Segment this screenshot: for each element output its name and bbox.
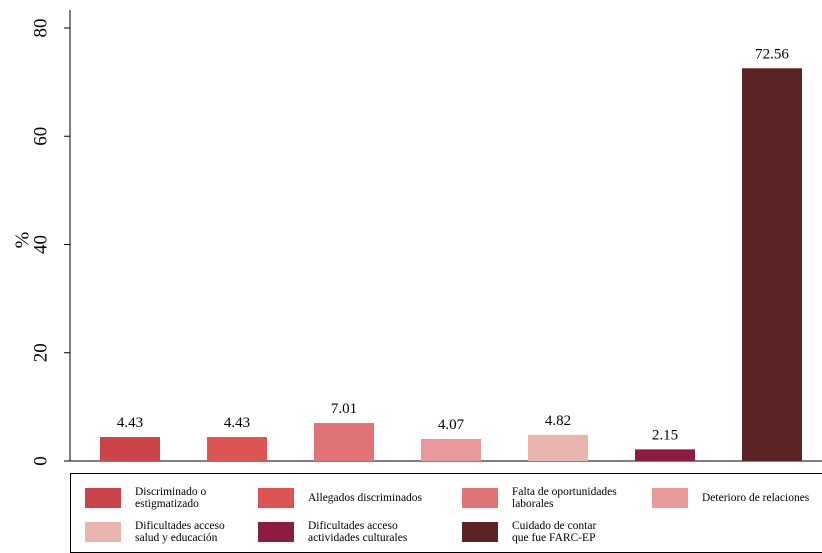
legend-swatch xyxy=(462,522,498,542)
value-label: 4.43 xyxy=(117,415,143,431)
bar xyxy=(100,437,160,461)
legend-label: Cuidado de contar que fue FARC-EP xyxy=(512,520,597,544)
y-axis-label: % xyxy=(12,232,34,249)
legend-swatch xyxy=(85,488,121,508)
y-tick-label: 80 xyxy=(30,19,51,38)
bar xyxy=(742,68,802,462)
bar xyxy=(528,434,588,461)
bar xyxy=(635,449,695,461)
legend-label: Dificultades acceso actividades cultural… xyxy=(308,520,408,544)
legend-swatch xyxy=(258,522,294,542)
legend-swatch xyxy=(652,488,688,508)
chart: % 0 20 40 60 80 4.43 4.43 7.01 4.07 4.82 2.15 72.56 xyxy=(12,10,822,466)
value-label: 4.43 xyxy=(224,415,250,431)
legend-swatch xyxy=(85,522,121,542)
value-label: 4.82 xyxy=(545,413,571,429)
y-tick-label: 60 xyxy=(30,127,51,146)
legend-label: Allegados discriminados xyxy=(308,492,423,504)
legend-label: Deterioro de relaciones xyxy=(702,492,810,504)
legend-label: Falta de oportunidades laborales xyxy=(512,486,617,510)
bar xyxy=(421,438,481,461)
legend-swatch xyxy=(462,488,498,508)
value-label: 4.07 xyxy=(438,417,465,433)
legend-label: Dificultades acceso salud y educación xyxy=(135,520,225,544)
y-tick-label: 40 xyxy=(30,235,51,254)
bar xyxy=(207,437,267,461)
value-label: 2.15 xyxy=(652,427,678,443)
legend-label: Discriminado o estigmatizado xyxy=(135,486,207,510)
y-tick-label: 0 xyxy=(30,456,51,466)
y-tick-label: 20 xyxy=(30,343,51,362)
value-label: 72.56 xyxy=(755,46,789,62)
value-label: 7.01 xyxy=(331,401,357,417)
bar xyxy=(314,423,374,461)
legend-swatch xyxy=(258,488,294,508)
